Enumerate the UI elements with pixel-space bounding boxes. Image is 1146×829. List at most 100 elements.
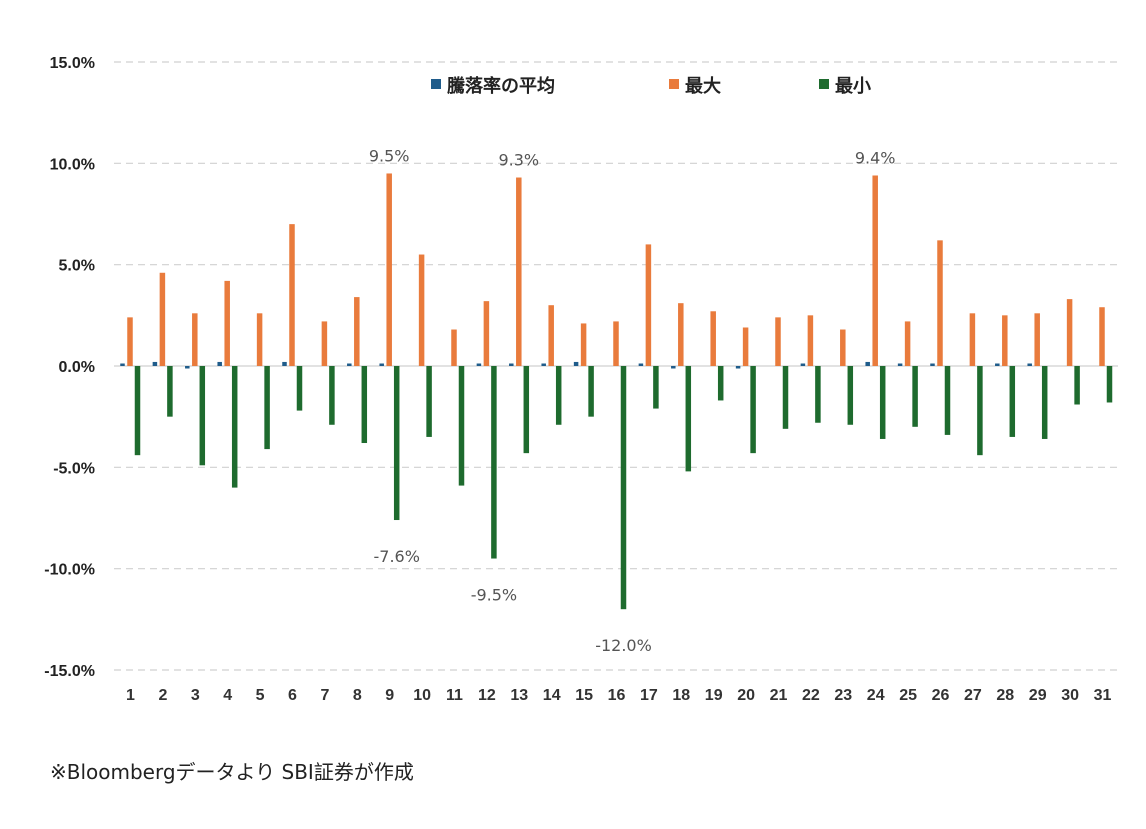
bar-max-24 [872, 175, 878, 366]
x-tick-label: 19 [705, 687, 723, 704]
bar-average-18 [671, 366, 676, 369]
x-tick-label: 29 [1029, 687, 1047, 704]
bar-max-13 [516, 177, 522, 366]
x-tick-label: 24 [867, 687, 885, 704]
bar-max-9 [386, 173, 392, 366]
bar-max-7 [321, 321, 328, 366]
bars [120, 173, 1113, 610]
bar-min-12 [491, 366, 497, 559]
bar-min-26 [944, 366, 951, 435]
bar-max-15 [580, 323, 587, 366]
x-tick-label: 9 [385, 687, 394, 704]
bar-min-23 [847, 366, 854, 425]
bar-max-5 [256, 313, 263, 366]
bar-max-20 [742, 327, 749, 366]
bar-min-29 [1041, 366, 1048, 439]
bar-min-13 [523, 366, 530, 454]
bar-max-31 [1099, 307, 1105, 366]
bar-average-29 [1027, 363, 1032, 366]
legend-min-label: 最小 [835, 76, 871, 97]
legend-average-label: 騰落率の平均 [447, 75, 555, 97]
bar-max-19 [710, 311, 716, 366]
legend: 騰落率の平均 最大 最小 [431, 75, 871, 97]
bar-max-22 [807, 315, 814, 366]
bar-min-27 [977, 366, 983, 456]
x-tick-label: 27 [964, 687, 982, 704]
bar-max-26 [937, 240, 943, 366]
y-tick-label: 0.0% [59, 359, 95, 376]
y-tick-label: -5.0% [53, 460, 95, 477]
bar-max-2 [159, 272, 166, 366]
y-tick-label: 10.0% [50, 156, 95, 173]
bar-min-31 [1106, 366, 1113, 403]
bar-min-11 [458, 366, 465, 486]
bar-average-2 [152, 361, 158, 366]
legend-average-swatch [431, 79, 441, 89]
bar-max-11 [451, 329, 457, 366]
x-axis: 1 2 3 4 5 6 7 8 9 10 11 12 13 14 15 16 17 18 19 20 21 22 23 24 2… [126, 687, 1111, 704]
bar-max-1 [127, 317, 133, 366]
bar-min-10 [426, 366, 432, 437]
bar-max-14 [548, 305, 554, 366]
x-tick-label: 7 [320, 687, 329, 704]
x-tick-label: 17 [640, 687, 658, 704]
bar-average-3 [185, 366, 190, 369]
legend-max-swatch [669, 79, 679, 89]
x-tick-label: 3 [191, 687, 200, 704]
bar-min-16 [620, 366, 627, 610]
data-label: -12.0% [595, 636, 652, 655]
bar-max-28 [1002, 315, 1008, 366]
bar-min-24 [879, 366, 886, 439]
bar-average-25 [897, 363, 903, 366]
bar-average-20 [735, 366, 741, 369]
bar-average-15 [573, 361, 579, 366]
x-tick-label: 11 [446, 687, 463, 704]
x-tick-label: 12 [478, 687, 496, 704]
x-tick-label: 10 [413, 687, 431, 704]
bar-min-21 [782, 366, 789, 429]
bar-max-8 [354, 297, 360, 366]
bar-min-5 [264, 366, 270, 450]
bar-min-7 [329, 366, 335, 425]
data-label: 9.5% [369, 146, 410, 165]
x-tick-label: 28 [996, 687, 1014, 704]
bar-min-28 [1009, 366, 1016, 437]
bar-average-24 [865, 361, 870, 366]
bar-max-27 [969, 313, 976, 366]
bar-min-22 [815, 366, 821, 423]
x-tick-label: 16 [608, 687, 626, 704]
source-note: ※Bloombergデータより SBI証券が作成 [50, 760, 414, 784]
bar-max-23 [840, 329, 846, 366]
bar-min-18 [685, 366, 692, 472]
bar-min-1 [134, 366, 141, 456]
x-tick-label: 15 [575, 687, 593, 704]
x-tick-label: 25 [899, 687, 917, 704]
data-label: -7.6% [373, 547, 419, 566]
bar-min-25 [912, 366, 918, 427]
x-tick-label: 6 [288, 687, 297, 704]
bar-average-12 [476, 363, 482, 366]
bar-min-3 [199, 366, 206, 466]
bar-average-28 [995, 363, 1000, 366]
y-tick-label: -10.0% [44, 562, 95, 579]
x-tick-label: 21 [770, 687, 788, 704]
bar-max-3 [192, 313, 198, 366]
y-tick-label: 15.0% [50, 55, 95, 72]
bar-min-15 [588, 366, 594, 417]
bar-max-18 [678, 303, 684, 366]
bar-max-29 [1034, 313, 1040, 366]
x-tick-label: 30 [1061, 687, 1079, 704]
x-tick-label: 2 [158, 687, 167, 704]
x-tick-label: 26 [932, 687, 950, 704]
data-label: 9.3% [498, 151, 539, 170]
bar-average-17 [638, 363, 644, 366]
bar-max-21 [775, 317, 781, 366]
bar-max-25 [904, 321, 911, 366]
bar-min-19 [717, 366, 724, 401]
x-tick-label: 4 [223, 687, 232, 704]
x-tick-label: 14 [543, 687, 561, 704]
bar-max-16 [613, 321, 619, 366]
x-tick-label: 5 [256, 687, 265, 704]
bar-min-17 [653, 366, 659, 409]
